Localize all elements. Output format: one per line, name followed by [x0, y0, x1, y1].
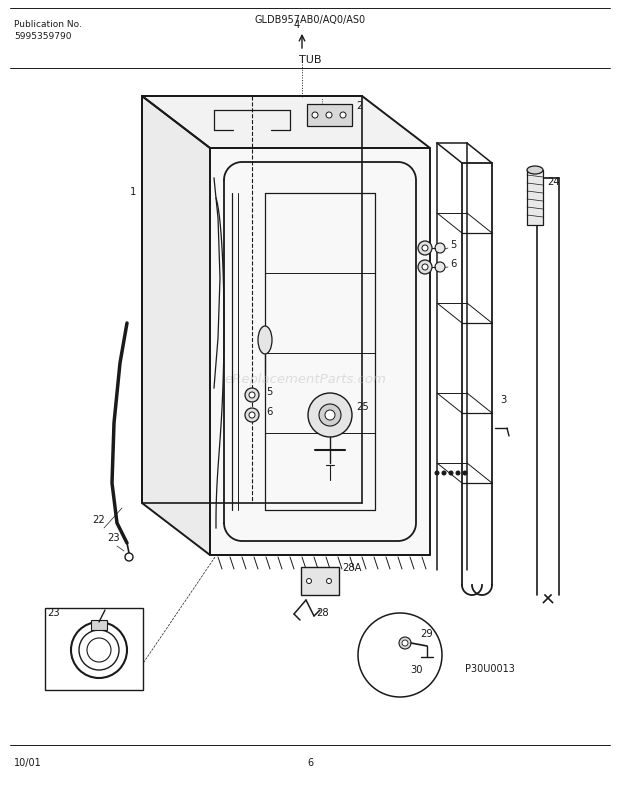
Text: 30: 30: [410, 665, 422, 675]
Text: 5995359790: 5995359790: [14, 32, 71, 41]
Bar: [91, 620, 107, 630]
Circle shape: [418, 241, 432, 255]
Text: 29: 29: [420, 629, 433, 639]
Text: 2: 2: [356, 101, 362, 111]
Polygon shape: [210, 148, 430, 555]
Ellipse shape: [258, 326, 272, 354]
Circle shape: [312, 112, 318, 118]
Ellipse shape: [527, 166, 543, 174]
Circle shape: [435, 471, 439, 475]
Circle shape: [327, 579, 332, 584]
Text: Publication No.: Publication No.: [14, 20, 82, 29]
Circle shape: [463, 471, 467, 475]
Circle shape: [125, 553, 133, 561]
Bar: [307, 104, 352, 126]
Circle shape: [245, 408, 259, 422]
Circle shape: [402, 640, 408, 646]
Text: 6: 6: [450, 259, 456, 269]
Text: 22: 22: [92, 515, 105, 525]
Circle shape: [249, 412, 255, 418]
Circle shape: [442, 471, 446, 475]
Text: 28: 28: [316, 608, 329, 618]
Text: 6: 6: [307, 758, 313, 768]
Bar: [45, 608, 143, 690]
Circle shape: [435, 243, 445, 253]
Text: 28A: 28A: [342, 563, 361, 573]
Text: 1: 1: [130, 187, 136, 197]
Text: P30U0013: P30U0013: [465, 664, 515, 674]
Text: 24: 24: [547, 177, 560, 187]
Text: 4: 4: [294, 20, 300, 30]
Circle shape: [326, 112, 332, 118]
Circle shape: [245, 388, 259, 402]
Circle shape: [422, 245, 428, 251]
Text: TUB: TUB: [299, 55, 321, 65]
Circle shape: [325, 410, 335, 420]
Bar: [527, 170, 543, 225]
Text: 10/01: 10/01: [14, 758, 42, 768]
Circle shape: [358, 613, 442, 697]
Circle shape: [249, 392, 255, 398]
Circle shape: [450, 471, 453, 475]
Circle shape: [422, 264, 428, 270]
Circle shape: [340, 112, 346, 118]
Circle shape: [308, 393, 352, 437]
Text: GLDB957AB0/AQ0/AS0: GLDB957AB0/AQ0/AS0: [254, 15, 366, 25]
Text: 25: 25: [356, 402, 369, 412]
Circle shape: [306, 579, 311, 584]
Text: 5: 5: [450, 240, 456, 250]
Polygon shape: [142, 96, 430, 148]
Circle shape: [456, 471, 460, 475]
Polygon shape: [142, 96, 210, 555]
Text: 3: 3: [500, 395, 507, 405]
Bar: [301, 567, 339, 595]
Circle shape: [319, 404, 341, 426]
Text: 6: 6: [266, 407, 272, 417]
Text: eReplacementParts.com: eReplacementParts.com: [224, 373, 386, 387]
Circle shape: [418, 260, 432, 274]
Circle shape: [435, 262, 445, 272]
Text: 5: 5: [266, 387, 272, 397]
Text: 23: 23: [47, 608, 60, 618]
Circle shape: [399, 637, 411, 649]
Text: 23: 23: [107, 533, 120, 543]
